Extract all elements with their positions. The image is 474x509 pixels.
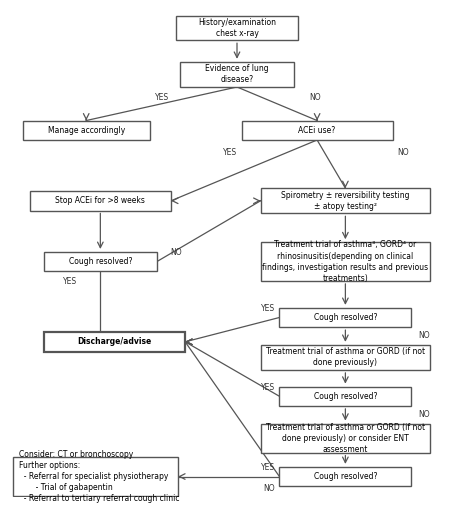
Bar [261,242,430,281]
Bar [279,467,411,486]
Bar [279,308,411,327]
Text: Manage accordingly: Manage accordingly [47,126,125,135]
Bar [181,62,293,87]
Text: NO: NO [263,484,275,493]
Text: NO: NO [309,93,320,102]
Bar [30,191,171,211]
Text: Consider: CT or bronchoscopy
Further options:
  - Referral for specialist physio: Consider: CT or bronchoscopy Further opt… [19,450,179,503]
Text: Discharge/advise: Discharge/advise [77,337,152,346]
Bar [261,423,430,453]
Text: NO: NO [397,148,409,157]
Text: ACEi use?: ACEi use? [299,126,336,135]
Text: YES: YES [261,463,275,472]
Bar [44,331,185,352]
Bar [279,386,411,406]
Bar [261,345,430,370]
Text: YES: YES [63,277,77,287]
Text: Cough resolved?: Cough resolved? [314,313,377,322]
Bar [261,188,430,213]
Bar [242,121,392,140]
Bar [44,252,157,271]
Text: Treatment trial of asthma³, GORD⁴ or
rhinosinusitis(depending on clinical
findin: Treatment trial of asthma³, GORD⁴ or rhi… [262,240,428,282]
Text: YES: YES [261,383,275,392]
Text: Stop ACEi for >8 weeks: Stop ACEi for >8 weeks [55,196,146,205]
Text: Treatment trial of asthma or GORD (if not
done previously): Treatment trial of asthma or GORD (if no… [266,347,425,367]
Text: NO: NO [170,248,182,258]
Text: Cough resolved?: Cough resolved? [69,257,132,266]
Bar [23,121,150,140]
Text: NO: NO [419,331,430,341]
Text: YES: YES [223,148,237,157]
Text: YES: YES [261,304,275,313]
Text: Treatment trial of asthma or GORD (if not
done previously) or consider ENT
asses: Treatment trial of asthma or GORD (if no… [266,422,425,454]
Text: Spirometry ± reversibility testing
± atopy testing²: Spirometry ± reversibility testing ± ato… [281,191,410,211]
Text: YES: YES [155,93,169,102]
Text: Cough resolved?: Cough resolved? [314,472,377,481]
Text: Cough resolved?: Cough resolved? [314,392,377,401]
Text: History/examination
chest x-ray: History/examination chest x-ray [198,18,276,38]
Text: NO: NO [419,410,430,419]
Bar [13,457,178,496]
Text: Evidence of lung
disease?: Evidence of lung disease? [205,64,269,84]
Bar [176,16,298,40]
